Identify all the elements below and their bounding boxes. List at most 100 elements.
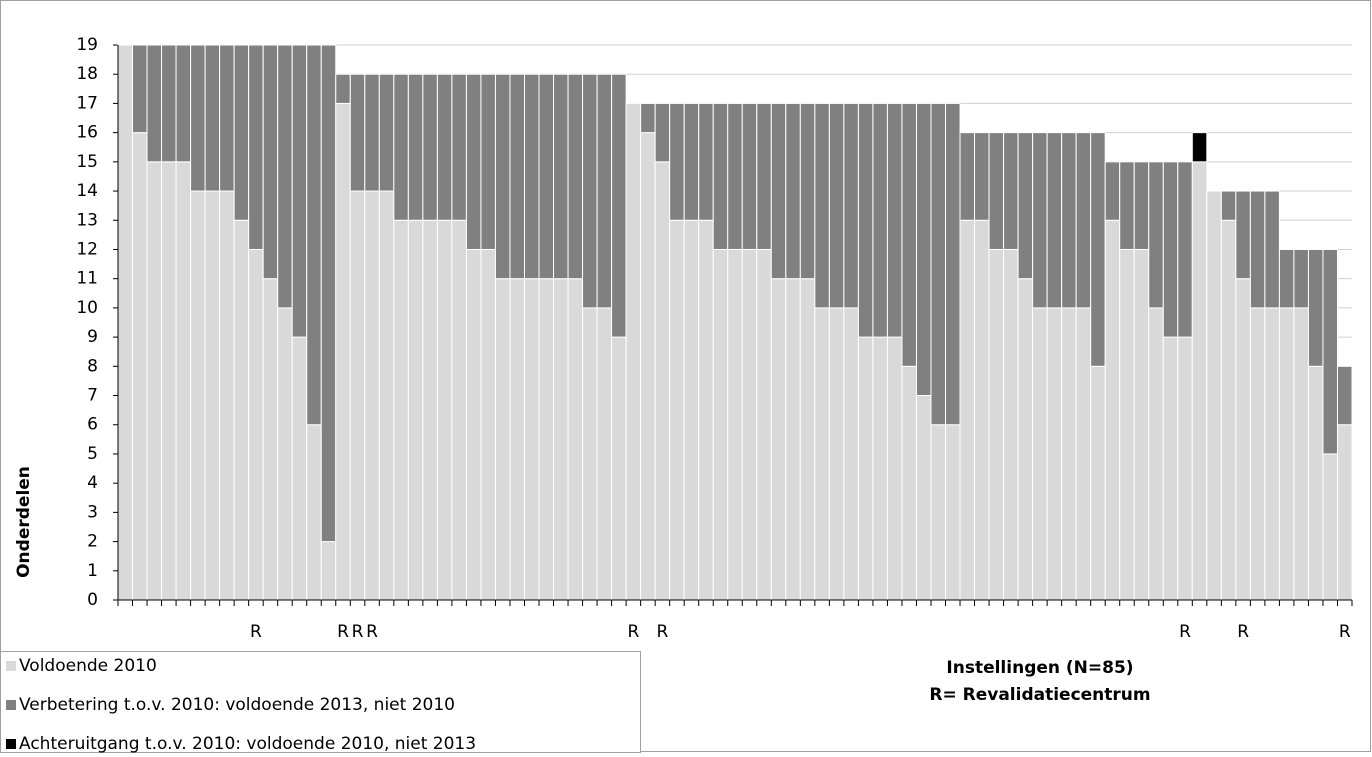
bar-segment [306, 44, 322, 426]
bar-segment [582, 307, 598, 601]
bar-segment [625, 102, 642, 601]
bar-segment [901, 365, 917, 601]
bar-segment [1046, 132, 1063, 309]
bar-segment [422, 219, 438, 601]
bar-segment [1017, 278, 1034, 601]
bar-segment [698, 219, 714, 601]
bar-segment [611, 73, 627, 338]
bar-segment [1191, 161, 1208, 601]
bar-segment [741, 248, 758, 601]
x-tick-label: R [1339, 622, 1351, 642]
bar-segment [190, 190, 206, 601]
bar-segment [828, 307, 845, 601]
bar-segment [1249, 190, 1266, 309]
bar-segment [335, 102, 351, 601]
bar-segment [1032, 132, 1048, 309]
bar-segment [1148, 307, 1164, 601]
bar-segment [974, 132, 990, 221]
bar-segment [436, 219, 453, 601]
x-axis-title: R= Revalidatiecentrum [929, 685, 1150, 705]
bar-segment [494, 278, 511, 601]
bar-segment [320, 541, 337, 601]
bar-segment [1003, 132, 1019, 250]
bar-segment [480, 248, 496, 601]
bar-segment [988, 248, 1005, 601]
y-axis-title: Onderdelen [14, 466, 34, 578]
bar-segment [393, 73, 409, 221]
y-tick-label: 0 [87, 590, 98, 610]
bar-segment [683, 219, 700, 601]
bar-segment [1322, 248, 1338, 455]
bar-segment [291, 44, 308, 338]
bar-segment [945, 424, 961, 601]
bar-segment [669, 102, 685, 221]
bar-segment [407, 73, 424, 221]
x-tick-label: R [627, 622, 639, 642]
bar-segment [1278, 307, 1295, 601]
bar-segment [233, 44, 250, 221]
bar-segment [930, 424, 947, 601]
bar-segment [1061, 132, 1077, 309]
y-tick-label: 3 [87, 502, 98, 522]
bar-segment [1206, 190, 1222, 601]
bar-segment [1032, 307, 1048, 601]
bar-segment [378, 190, 395, 601]
bar-segment [523, 73, 540, 280]
y-tick-label: 13 [76, 210, 98, 230]
bar-segment [1119, 161, 1135, 250]
bar-segment [378, 73, 395, 192]
bar-segment [553, 278, 569, 601]
bar-segment [567, 73, 584, 280]
y-tick-label: 18 [76, 64, 98, 84]
bar-segment [698, 102, 714, 221]
bar-segment [785, 102, 801, 280]
x-tick-label: R [657, 622, 669, 642]
bar-segment [451, 73, 467, 221]
legend-box [0, 651, 641, 753]
bar-segment [1264, 307, 1280, 601]
bar-segment [494, 73, 511, 280]
bar-segment [219, 190, 235, 601]
bar-segment [654, 102, 671, 163]
bar-segment [1235, 278, 1251, 601]
y-tick-label: 4 [87, 473, 98, 493]
bar-segment [770, 278, 787, 601]
bar-segment [669, 219, 685, 601]
y-tick-label: 15 [76, 152, 98, 172]
bar-segment [393, 219, 409, 601]
bar-segment [465, 248, 482, 601]
bar-segment [1249, 307, 1266, 601]
bar-segment [407, 219, 424, 601]
bar-segment [1017, 132, 1034, 280]
bar-segment [465, 73, 482, 250]
bar-segment [1046, 307, 1063, 601]
bar-segment [1235, 190, 1251, 280]
bar-segment [1075, 132, 1092, 309]
bar-segment [785, 278, 801, 601]
bar-segment [161, 44, 177, 163]
bar-segment [1061, 307, 1077, 601]
bar-segment [509, 73, 525, 280]
bar-segment [799, 102, 816, 280]
legend-label: Verbetering t.o.v. 2010: voldoende 2013,… [19, 695, 455, 715]
bar-segment [756, 102, 772, 250]
bar-segment [233, 219, 250, 601]
bar-segment [291, 336, 308, 601]
bar-segment [422, 73, 438, 221]
bar-segment [1003, 248, 1019, 601]
bar-segment [872, 102, 888, 338]
x-tick-label: R [1237, 622, 1249, 642]
y-tick-label: 11 [76, 269, 98, 289]
bar-segment [843, 307, 859, 601]
bar-segment [1293, 307, 1309, 601]
bar-segment [1177, 161, 1193, 338]
legend-swatch [6, 739, 16, 749]
bar-segment [451, 219, 467, 601]
bar-segment [1119, 248, 1135, 601]
x-tick-label: R [250, 622, 262, 642]
bar-segment [1104, 161, 1121, 221]
bar-segment [1220, 219, 1237, 601]
bar-segment [219, 44, 235, 192]
bar-segment [335, 73, 351, 104]
